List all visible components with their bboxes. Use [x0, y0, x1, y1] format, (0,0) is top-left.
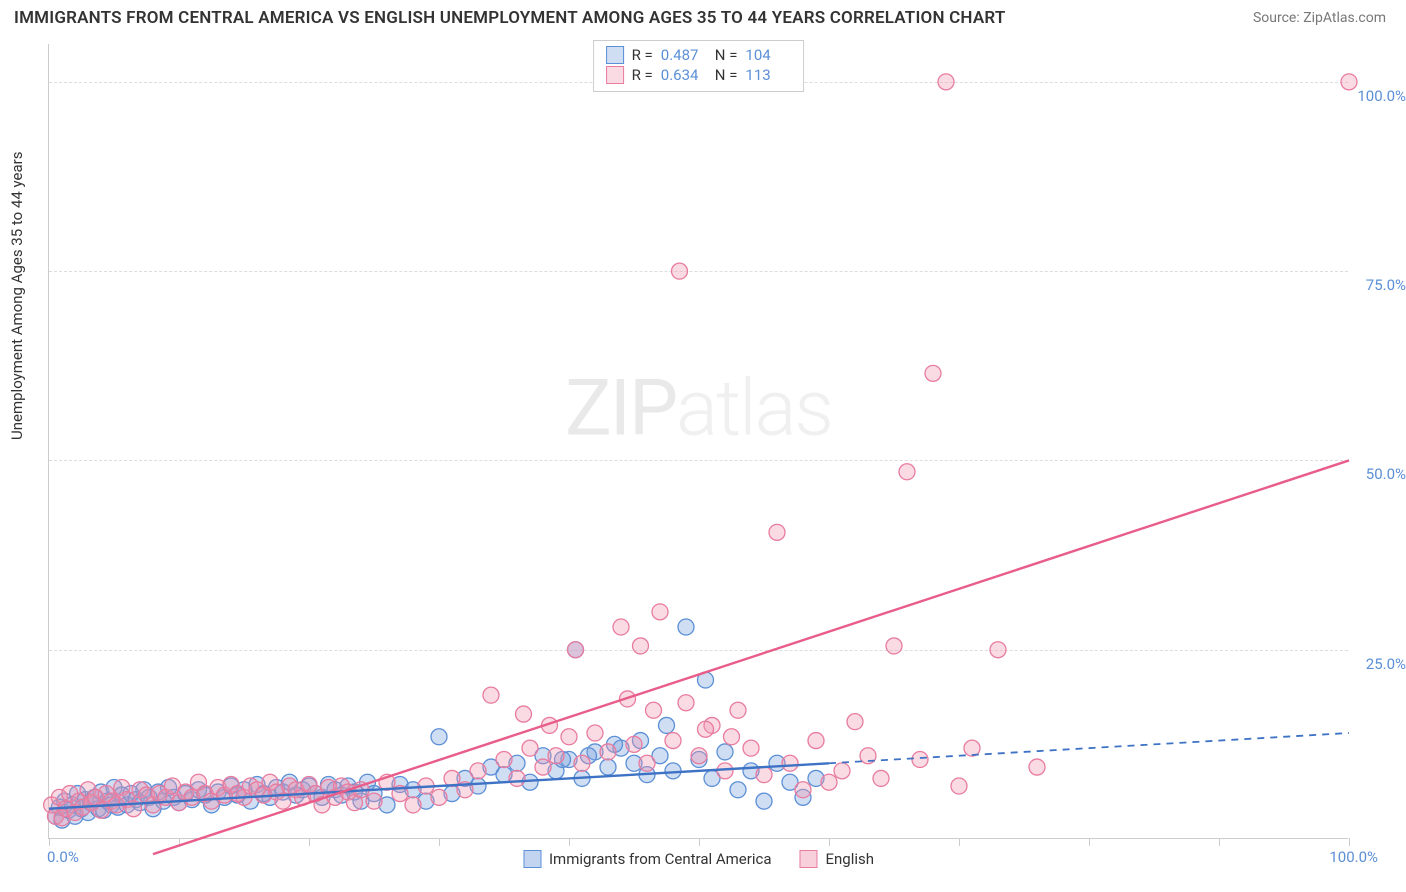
data-point-pink	[366, 793, 382, 809]
plot-surface	[49, 44, 1348, 838]
legend-swatch-blue	[606, 46, 624, 64]
data-point-pink	[568, 642, 584, 658]
legend-r-value: 0.634	[661, 66, 707, 84]
source-attribution: Source: ZipAtlas.com	[1253, 10, 1386, 26]
y-tick-label: 75.0%	[1366, 276, 1406, 294]
legend-swatch	[523, 850, 541, 868]
y-tick-label: 100.0%	[1357, 87, 1406, 105]
x-tick	[569, 838, 570, 846]
data-point-blue	[659, 717, 675, 733]
data-point-pink	[743, 740, 759, 756]
x-tick	[959, 838, 960, 846]
x-tick	[49, 838, 50, 846]
legend-n-label: N =	[715, 46, 738, 64]
data-point-pink	[698, 721, 714, 737]
data-point-pink	[769, 524, 785, 540]
series-legend: Immigrants from Central America English	[523, 850, 874, 868]
legend-r-label: R =	[632, 46, 653, 64]
legend-r-label: R =	[632, 66, 653, 84]
data-point-pink	[873, 770, 889, 786]
data-point-pink	[938, 74, 954, 90]
data-point-pink	[626, 736, 642, 752]
trend-line-pink	[153, 460, 1349, 854]
scatter-chart: ZIPatlas R = 0.487N = 104R = 0.634N = 11…	[48, 44, 1348, 839]
correlation-legend: R = 0.487 N = 104 R = 0.634 N = 113	[593, 40, 805, 92]
data-point-pink	[405, 797, 421, 813]
data-point-pink	[925, 365, 941, 381]
data-point-pink	[535, 759, 551, 775]
data-point-pink	[600, 744, 616, 760]
bottom-legend-label: English	[825, 850, 874, 868]
data-point-pink	[509, 770, 525, 786]
data-point-pink	[1341, 74, 1357, 90]
data-point-pink	[633, 638, 649, 654]
data-point-pink	[951, 778, 967, 794]
data-point-pink	[808, 733, 824, 749]
data-point-blue	[678, 619, 694, 635]
data-point-pink	[587, 725, 603, 741]
data-point-pink	[665, 733, 681, 749]
x-tick	[1089, 838, 1090, 846]
legend-swatch-pink	[606, 66, 624, 84]
data-point-pink	[691, 748, 707, 764]
data-point-pink	[730, 702, 746, 718]
y-tick-label: 25.0%	[1366, 655, 1406, 673]
x-axis-min-label: 0.0%	[47, 848, 79, 866]
data-point-pink	[672, 263, 688, 279]
data-point-pink	[639, 755, 655, 771]
legend-n-value: 113	[745, 66, 791, 84]
bottom-legend-item: English	[799, 850, 874, 868]
x-axis-max-label: 100.0%	[1329, 848, 1378, 866]
data-point-pink	[574, 755, 590, 771]
data-point-pink	[847, 714, 863, 730]
legend-r-value: 0.487	[661, 46, 707, 64]
data-point-pink	[821, 774, 837, 790]
legend-swatch	[799, 850, 817, 868]
data-point-pink	[756, 767, 772, 783]
x-tick	[1349, 838, 1350, 846]
x-tick	[309, 838, 310, 846]
legend-row-blue: R = 0.487 N = 104	[606, 45, 792, 65]
bottom-legend-label: Immigrants from Central America	[549, 850, 772, 868]
data-point-pink	[548, 748, 564, 764]
data-point-pink	[516, 706, 532, 722]
data-point-pink	[613, 619, 629, 635]
legend-n-value: 104	[745, 46, 791, 64]
x-tick	[699, 838, 700, 846]
x-tick	[829, 838, 830, 846]
data-point-blue	[431, 729, 447, 745]
legend-n-label: N =	[715, 66, 738, 84]
chart-title: IMMIGRANTS FROM CENTRAL AMERICA VS ENGLI…	[14, 8, 1005, 28]
x-tick	[1219, 838, 1220, 846]
data-point-pink	[782, 755, 798, 771]
data-point-pink	[912, 752, 928, 768]
data-point-pink	[834, 763, 850, 779]
data-point-pink	[678, 695, 694, 711]
data-point-pink	[522, 740, 538, 756]
trend-line-dashed-blue	[829, 733, 1349, 763]
x-tick	[439, 838, 440, 846]
data-point-blue	[756, 793, 772, 809]
data-point-pink	[795, 782, 811, 798]
data-point-pink	[1029, 759, 1045, 775]
data-point-pink	[431, 789, 447, 805]
y-axis-label: Unemployment Among Ages 35 to 44 years	[8, 152, 26, 440]
data-point-pink	[646, 702, 662, 718]
data-point-pink	[990, 642, 1006, 658]
data-point-blue	[717, 744, 733, 760]
data-point-blue	[730, 782, 746, 798]
data-point-pink	[483, 687, 499, 703]
y-tick-label: 50.0%	[1366, 465, 1406, 483]
data-point-blue	[600, 759, 616, 775]
data-point-pink	[561, 729, 577, 745]
data-point-pink	[886, 638, 902, 654]
data-point-pink	[470, 763, 486, 779]
data-point-pink	[899, 464, 915, 480]
data-point-pink	[724, 729, 740, 745]
legend-row-pink: R = 0.634 N = 113	[606, 65, 792, 85]
data-point-pink	[496, 752, 512, 768]
bottom-legend-item: Immigrants from Central America	[523, 850, 772, 868]
data-point-pink	[652, 604, 668, 620]
